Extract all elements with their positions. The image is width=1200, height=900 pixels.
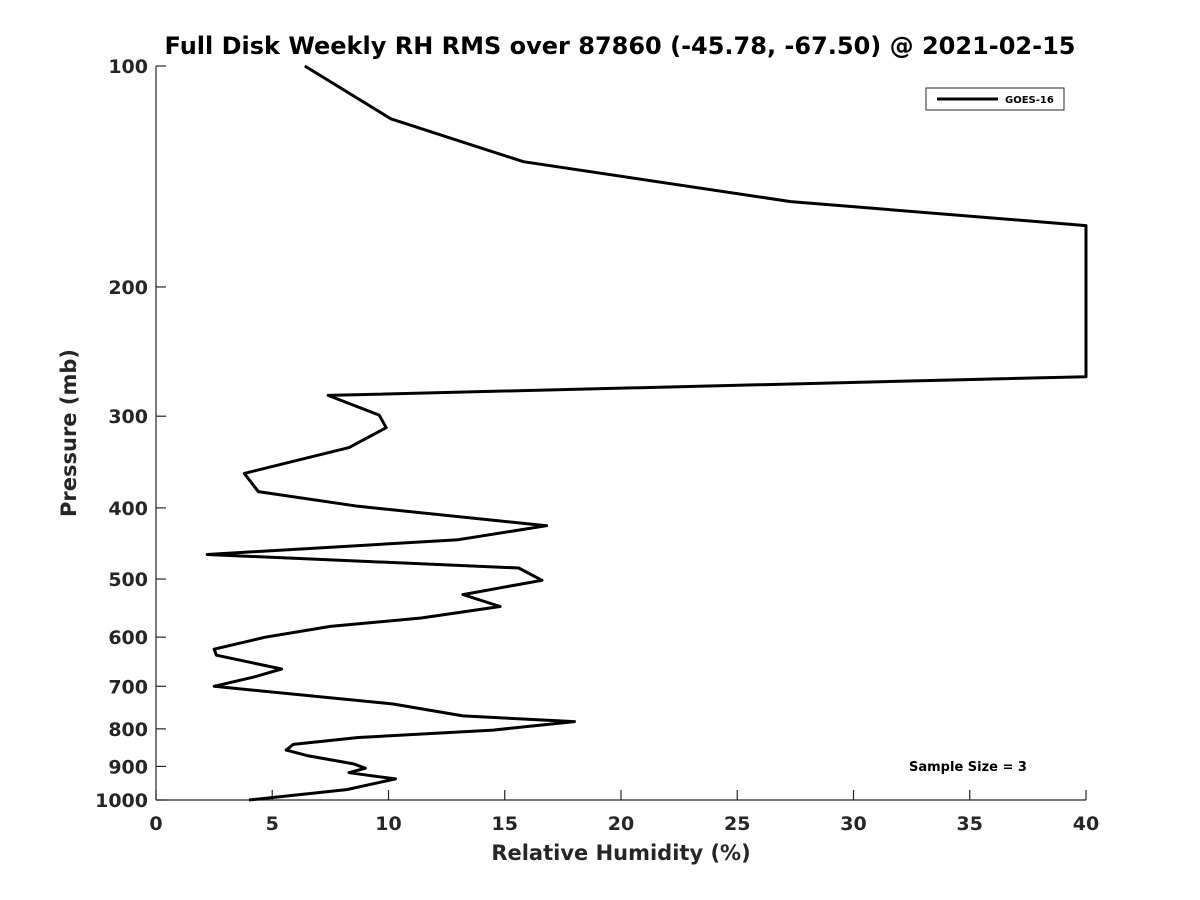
series-line-goes-16 <box>205 64 1088 802</box>
y-tick-label: 500 <box>108 569 148 591</box>
y-tick-label: 900 <box>108 756 148 778</box>
x-tick-label: 15 <box>492 813 518 835</box>
y-tick-label: 700 <box>108 676 148 698</box>
y-tick-label: 400 <box>108 498 148 520</box>
sample-size-annotation: Sample Size = 3 <box>909 760 1027 775</box>
y-tick-label: 200 <box>108 277 148 299</box>
y-tick-label: 300 <box>108 406 148 428</box>
y-tick-label: 600 <box>108 627 148 649</box>
legend-entry-goes-16: GOES-16 <box>1005 95 1054 106</box>
y-ticks: 100 200 300 400 500 600 700 800 900 1000 <box>95 56 166 812</box>
legend: GOES-16 <box>925 87 1065 111</box>
chart-title: Full Disk Weekly RH RMS over 87860 (-45.… <box>165 32 1076 60</box>
x-tick-label: 20 <box>608 813 634 835</box>
x-tick-label: 30 <box>840 813 866 835</box>
y-axis-label: Pressure (mb) <box>57 349 81 517</box>
x-tick-label: 0 <box>149 813 162 835</box>
x-tick-label: 40 <box>1073 813 1099 835</box>
y-tick-label: 1000 <box>95 790 148 812</box>
x-tick-label: 5 <box>266 813 279 835</box>
x-ticks: 0 5 10 15 20 25 30 35 40 <box>149 790 1099 835</box>
x-axis-label: Relative Humidity (%) <box>491 841 750 865</box>
y-tick-label: 800 <box>108 719 148 741</box>
x-tick-label: 10 <box>375 813 401 835</box>
x-tick-label: 35 <box>957 813 983 835</box>
plot-area: 0 5 10 15 20 25 30 35 40 100 200 300 400 500 600 700 80… <box>95 56 1099 835</box>
y-tick-label: 100 <box>108 56 148 78</box>
x-tick-label: 25 <box>724 813 750 835</box>
